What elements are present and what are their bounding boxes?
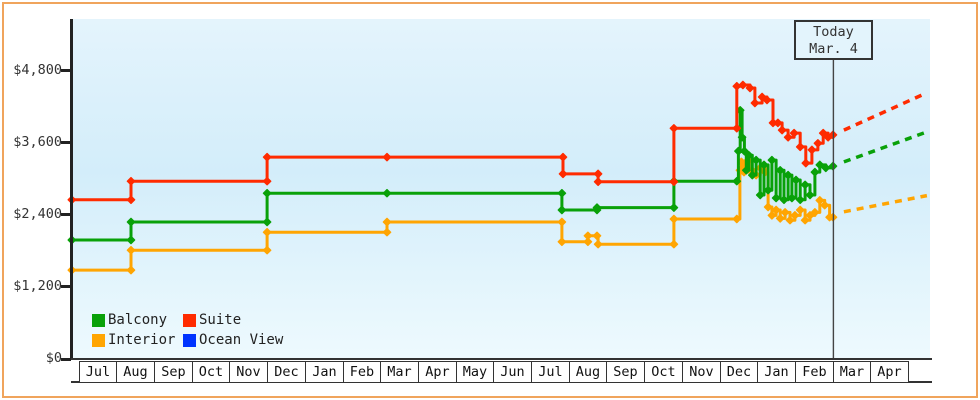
month-cell-jun-11: Jun bbox=[493, 361, 532, 383]
y-tick-label: $4,800 bbox=[13, 61, 62, 78]
today-marker-box: Today Mar. 4 bbox=[794, 20, 873, 60]
series-suite bbox=[67, 80, 928, 205]
month-cell-feb-7: Feb bbox=[343, 361, 381, 383]
price-point-markers bbox=[67, 106, 838, 245]
month-cell-feb-19: Feb bbox=[795, 361, 834, 383]
forecast-dashed-line bbox=[843, 91, 928, 132]
month-cell-jan-18: Jan bbox=[757, 361, 796, 383]
series-balcony bbox=[67, 106, 928, 245]
y-tick bbox=[61, 285, 71, 289]
month-cell-nov-4: Nov bbox=[229, 361, 268, 383]
month-cell-apr-9: Apr bbox=[418, 361, 457, 383]
y-axis-line bbox=[70, 19, 73, 360]
month-cell-dec-5: Dec bbox=[267, 361, 306, 383]
month-cell-aug-13: Aug bbox=[569, 361, 607, 383]
y-tick bbox=[61, 213, 71, 217]
forecast-dashed-line bbox=[843, 130, 928, 164]
y-tick-label: $0 bbox=[45, 350, 62, 366]
month-cell-sep-14: Sep bbox=[606, 361, 645, 383]
month-cell-oct-15: Oct bbox=[644, 361, 683, 383]
y-tick bbox=[61, 69, 71, 73]
month-cell-sep-2: Sep bbox=[154, 361, 193, 383]
price-point-markers bbox=[67, 80, 838, 205]
y-tick-label: $3,600 bbox=[13, 133, 62, 150]
y-tick-label: $1,200 bbox=[13, 277, 62, 294]
month-cell-dec-17: Dec bbox=[720, 361, 758, 383]
month-cell-nov-16: Nov bbox=[682, 361, 721, 383]
month-cell-mar-8: Mar bbox=[380, 361, 419, 383]
month-cell-jan-6: Jan bbox=[305, 361, 344, 383]
month-cell-may-10: May bbox=[456, 361, 494, 383]
month-cell-jul-12: Jul bbox=[531, 361, 570, 383]
forecast-dashed-line bbox=[843, 193, 928, 214]
y-tick bbox=[61, 141, 71, 145]
today-date: Mar. 4 bbox=[809, 41, 858, 57]
month-cell-oct-3: Oct bbox=[192, 361, 230, 383]
y-tick bbox=[61, 357, 71, 361]
month-cell-mar-20: Mar bbox=[833, 361, 871, 383]
month-cell-jul-0: Jul bbox=[79, 361, 117, 383]
today-label: Today bbox=[813, 24, 854, 40]
y-tick-label: $2,400 bbox=[13, 205, 62, 222]
month-cell-apr-21: Apr bbox=[870, 361, 909, 383]
month-cell-aug-1: Aug bbox=[116, 361, 155, 383]
x-axis-line bbox=[71, 358, 932, 360]
